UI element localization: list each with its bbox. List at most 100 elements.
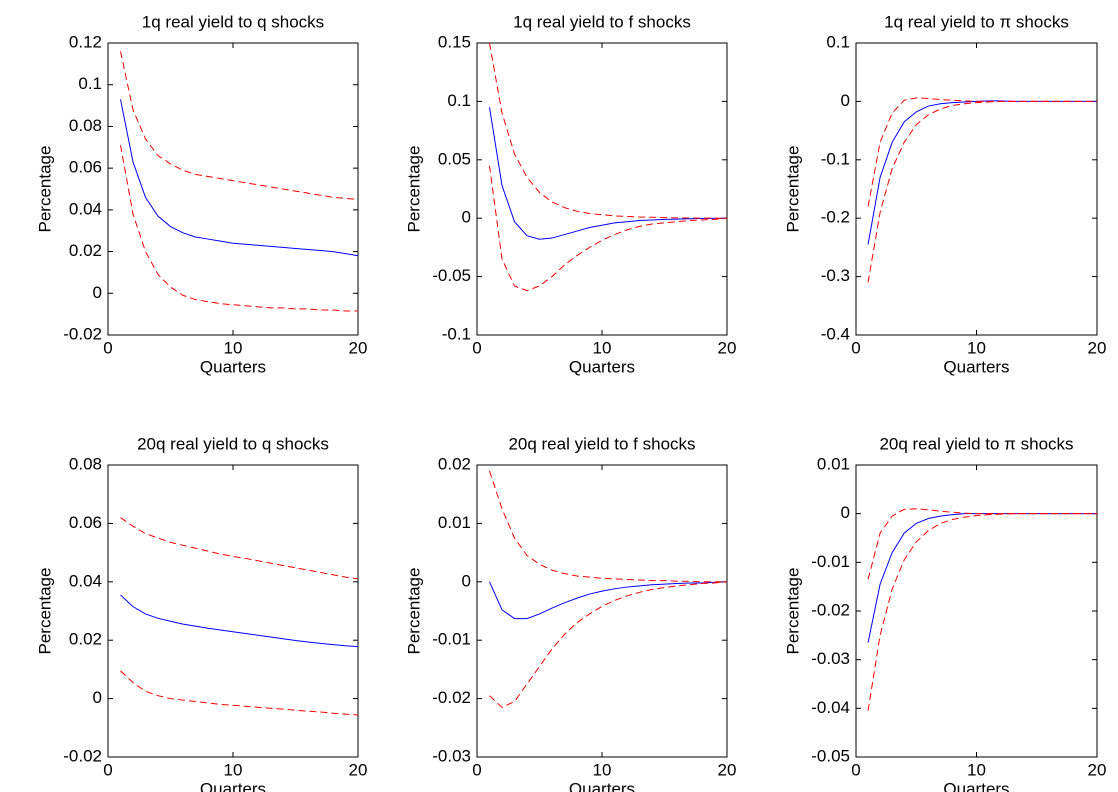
subplot-title: 1q real yield to π shocks [884,12,1069,31]
y-axis-label: Percentage [404,146,423,233]
series-line [120,99,359,257]
x-tick-label: 0 [851,338,860,357]
y-tick-label: -0.01 [432,630,471,649]
y-tick-label: 0 [93,283,102,302]
subplot-title: 20q real yield to π shocks [879,434,1073,453]
x-tick-label: 0 [103,338,112,357]
y-tick-label: 0.06 [69,513,102,532]
x-axis-label: Quarters [200,779,266,792]
subplot-title: 20q real yield to f shocks [508,434,695,453]
axes-box [476,464,728,758]
y-tick-label: 0.02 [438,454,471,473]
y-tick-label: 0 [93,688,102,707]
series-line [489,470,727,583]
axes-box [107,464,359,758]
y-tick-label: 0.04 [69,571,102,590]
subplot-title: 1q real yield to f shocks [513,12,691,31]
y-tick-label: -0.05 [432,266,471,285]
y-tick-label: 0.1 [826,32,850,51]
y-tick-label: 0.02 [69,241,102,260]
y-tick-label: -0.01 [811,552,850,571]
x-axis-label: Quarters [943,779,1009,792]
series-line [120,145,358,312]
series-line [867,513,1097,711]
series-line [120,51,359,200]
y-axis-label: Percentage [783,568,802,655]
series-line [489,581,728,620]
subplot-title: 20q real yield to q shocks [137,434,329,453]
series-line [120,517,359,580]
y-tick-label: -0.02 [432,688,471,707]
series-line [867,513,1097,643]
series-line [867,100,1097,283]
y-tick-label: -0.03 [432,746,471,765]
y-tick-label: -0.1 [442,324,471,343]
y-tick-label: -0.1 [821,149,850,168]
series-line [489,42,727,219]
y-axis-label: Percentage [783,146,802,233]
series-line [489,581,728,708]
y-tick-label: -0.05 [811,746,850,765]
series-line [120,594,359,648]
y-tick-label: 0 [462,208,471,227]
subplot-title: 1q real yield to q shocks [142,12,324,31]
y-tick-label: -0.3 [821,266,850,285]
x-tick-label: 10 [224,338,243,357]
y-tick-label: 0.1 [447,91,471,110]
x-tick-label: 20 [718,338,737,357]
y-axis-label: Percentage [35,146,54,233]
x-tick-label: 20 [349,338,368,357]
axes-box [855,464,1098,758]
x-axis-label: Quarters [200,357,266,376]
y-axis-label: Percentage [35,568,54,655]
y-tick-label: -0.2 [821,208,850,227]
y-tick-label: 0 [462,571,471,590]
x-tick-label: 10 [593,760,612,779]
y-tick-label: 0.12 [69,32,102,51]
y-tick-label: 0.06 [69,158,102,177]
series-line [120,670,359,716]
series-line [867,508,1097,580]
x-tick-label: 20 [1088,338,1107,357]
x-tick-label: 10 [967,338,986,357]
x-tick-label: 0 [103,760,112,779]
y-tick-label: -0.04 [811,698,850,717]
series-line [867,97,1097,207]
x-tick-label: 0 [472,338,481,357]
y-tick-label: -0.02 [63,324,102,343]
axes-box [107,42,359,336]
y-tick-label: 0.01 [817,454,850,473]
y-axis-label: Percentage [404,568,423,655]
y-tick-label: 0.08 [69,454,102,473]
y-tick-label: 0 [841,91,850,110]
x-axis-label: Quarters [943,357,1009,376]
x-tick-label: 10 [593,338,612,357]
y-tick-label: 0.01 [438,513,471,532]
y-tick-label: -0.02 [63,746,102,765]
y-tick-label: 0.05 [438,149,471,168]
y-tick-label: 0 [841,503,850,522]
axes-box [476,42,728,336]
x-tick-label: 20 [349,760,368,779]
x-tick-label: 0 [851,760,860,779]
x-tick-label: 10 [967,760,986,779]
x-axis-label: Quarters [569,779,635,792]
y-tick-label: 0.08 [69,116,102,135]
y-tick-label: 0.02 [69,630,102,649]
x-tick-label: 0 [472,760,481,779]
y-tick-label: -0.03 [811,649,850,668]
x-tick-label: 10 [224,760,243,779]
y-tick-label: -0.4 [821,324,850,343]
series-line [867,100,1097,245]
x-axis-label: Quarters [569,357,635,376]
series-line [489,107,728,240]
y-tick-label: -0.02 [811,600,850,619]
y-tick-label: 0.15 [438,32,471,51]
y-tick-label: 0.04 [69,199,102,218]
axes-box [855,42,1098,336]
series-line [489,165,728,292]
x-tick-label: 20 [1088,760,1107,779]
x-tick-label: 20 [718,760,737,779]
